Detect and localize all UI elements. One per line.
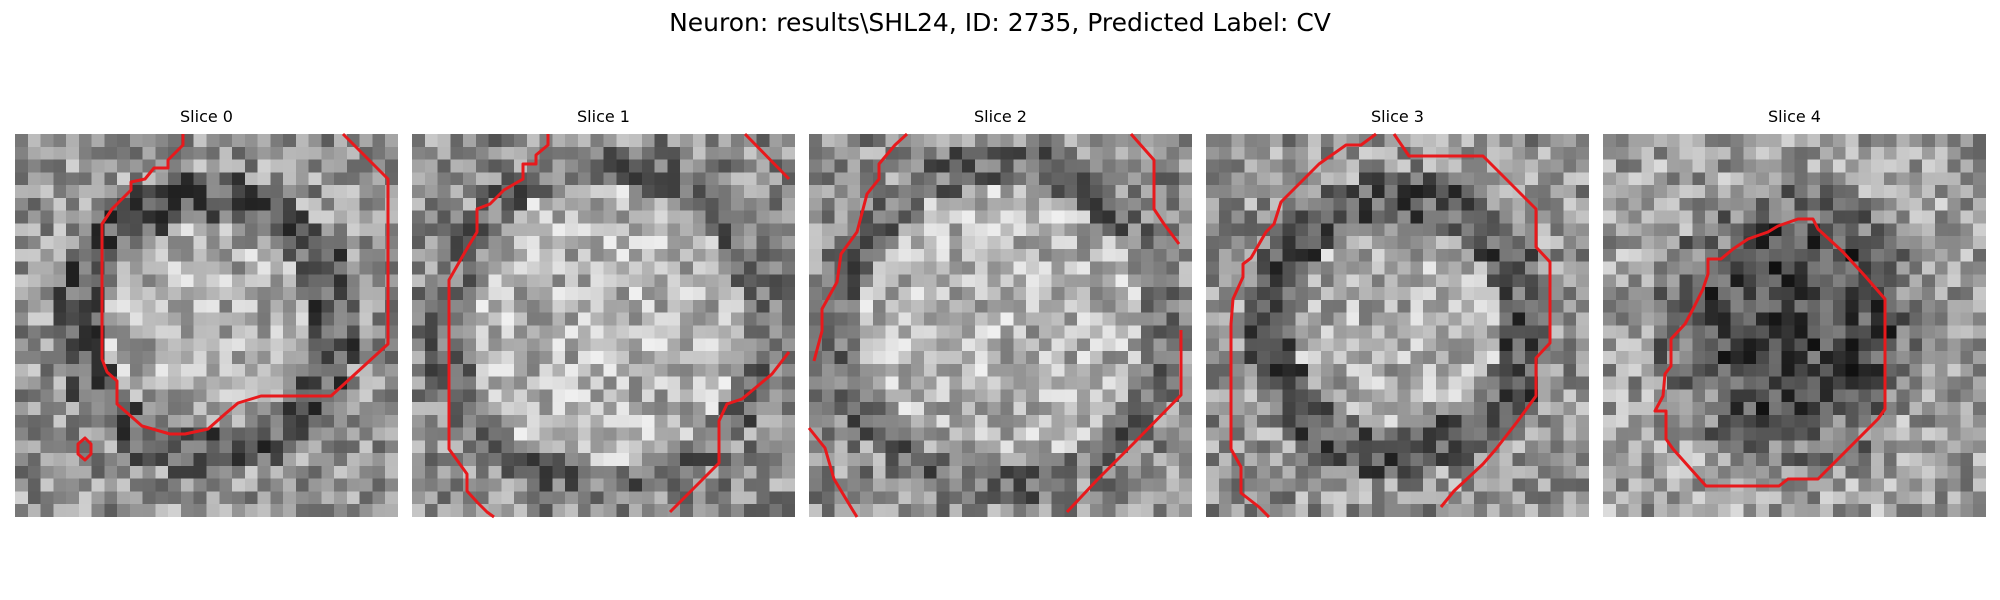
- slice-title: Slice 3: [1371, 107, 1424, 126]
- contour-line: [1229, 132, 1377, 519]
- contour-overlay: [447, 132, 791, 519]
- contour-overlay: [807, 132, 1183, 518]
- contour-overlay: [1653, 217, 1887, 488]
- contour-line: [807, 427, 859, 518]
- contour-line: [812, 132, 909, 362]
- contour-line: [743, 132, 791, 181]
- slice-image: [809, 134, 1192, 517]
- contour-line: [1065, 330, 1183, 514]
- contour-line: [100, 132, 390, 436]
- contour-line: [76, 436, 93, 462]
- contour-line: [1653, 217, 1887, 488]
- contour-line: [1392, 133, 1552, 508]
- contour-line: [668, 351, 791, 514]
- slice-title: Slice 0: [180, 107, 233, 126]
- contour-line: [1129, 133, 1181, 245]
- figure-title: Neuron: results\SHL24, ID: 2735, Predict…: [669, 8, 1331, 37]
- slice-title: Slice 1: [577, 107, 630, 126]
- contour-overlay: [76, 132, 390, 462]
- contour-line: [447, 134, 550, 519]
- slice-image: [412, 134, 795, 517]
- slice-title: Slice 2: [974, 107, 1027, 126]
- contour-overlay: [1229, 132, 1552, 519]
- slice-title: Slice 4: [1768, 107, 1821, 126]
- slice-image: [1603, 134, 1986, 517]
